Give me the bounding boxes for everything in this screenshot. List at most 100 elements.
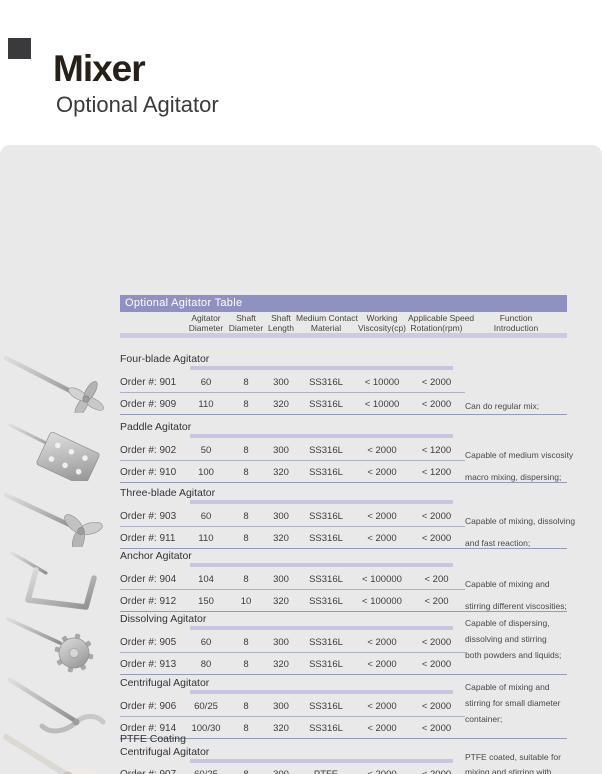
agitator-diameter: 60/25 [194, 700, 218, 712]
group-title: Three-blade Agitator [120, 487, 216, 499]
group-title: Centrifugal Agitator [120, 677, 210, 689]
working-viscosity: < 100000 [362, 573, 402, 585]
shaft-diameter: 8 [243, 700, 249, 712]
table-row: Order #: 902 50 8 300 SS316L < 2000 < 1200 [120, 439, 567, 461]
shaft-diameter: 8 [243, 722, 249, 734]
shaft-diameter: 8 [243, 444, 249, 456]
column-headers: Agitator Diameter Shaft Diameter Shaft Length… [120, 313, 567, 333]
column-header: Medium Contact Material [296, 313, 358, 333]
speed-rotation: < 2000 [421, 532, 452, 544]
shaft-diameter: 8 [243, 532, 249, 544]
shaft-length: 320 [273, 595, 289, 607]
working-viscosity: < 100000 [362, 595, 402, 607]
group-title: PTFE Coating Centrifugal Agitator [120, 733, 210, 758]
table-row: Order #: 914 100/30 8 320 SS316L < 2000 < 2000 [120, 717, 567, 739]
agitator-diameter: 100/30 [191, 722, 221, 734]
agitator-diameter: 110 [198, 398, 214, 410]
title-underline-bar [190, 434, 453, 438]
agitator-diameter: 150 [198, 595, 214, 607]
row-divider [120, 738, 567, 739]
speed-rotation: < 200 [424, 573, 449, 585]
title-underline-bar [190, 690, 453, 694]
agitator-group: Three-blade Agitator Order #: 903 60 8 300 SS… [3, 487, 575, 553]
medium-contact-material: SS316L [309, 700, 343, 712]
order-number: Order #: 913 [120, 658, 177, 670]
shaft-diameter: 8 [243, 466, 249, 478]
shaft-length: 320 [273, 466, 289, 478]
shaft-length: 300 [273, 636, 289, 648]
speed-rotation: < 2000 [421, 722, 452, 734]
speed-rotation: < 200 [424, 595, 449, 607]
agitator-group: Dissolving Agitator Order #: 905 60 8 300 SS3… [6, 613, 567, 675]
group-title: Anchor Agitator [120, 550, 192, 562]
agitator-diameter: 60 [200, 376, 212, 388]
agitator-group: Anchor Agitator Order #: 904 104 8 300 SS316L… [10, 550, 567, 612]
order-number: Order #: 906 [120, 700, 177, 712]
row-divider [120, 674, 567, 675]
table-row: Order #: 901 60 8 300 SS316L < 10000 < 2000 [120, 371, 567, 393]
ptfe-centrifugal-agitator-photo [2, 733, 114, 774]
table-row: Order #: 903 60 8 300 SS316L < 2000 < 2000 [120, 505, 567, 527]
agitator-diameter: 100 [198, 466, 214, 478]
agitator-diameter: 50 [200, 444, 212, 456]
function-description: Capable of mixing and stirring different … [465, 579, 567, 611]
three-blade-agitator-photo [2, 487, 114, 553]
agitator-diameter: 80 [200, 658, 212, 670]
row-divider [120, 589, 465, 590]
table-row: Order #: 909 110 8 320 SS316L < 10000 < 2000 [120, 393, 567, 415]
shaft-length: 300 [273, 444, 289, 456]
column-header: Function Introduction [493, 313, 539, 333]
content-panel: Optional Agitator Table Agitator Diameter… [0, 145, 602, 774]
shaft-diameter: 8 [243, 658, 249, 670]
agitator-diameter: 60 [200, 510, 212, 522]
medium-contact-material: SS316L [309, 510, 343, 522]
shaft-length: 300 [273, 700, 289, 712]
working-viscosity: < 2000 [367, 722, 397, 734]
row-divider [120, 652, 465, 653]
shaft-length: 300 [273, 510, 289, 522]
speed-rotation: < 1200 [421, 466, 452, 478]
agitator-diameter: 60/25 [194, 768, 218, 774]
order-number: Order #: 910 [120, 466, 177, 478]
table-row: Order #: 904 104 8 300 SS316L < 100000 < 200 [120, 568, 567, 590]
working-viscosity: < 2000 [367, 658, 397, 670]
row-divider [120, 716, 465, 717]
agitator-group: Paddle Agitator Order #: 902 50 8 300 SS316L <… [8, 421, 573, 487]
agitator-diameter: 104 [198, 573, 214, 585]
shaft-length: 300 [273, 376, 289, 388]
function-description: Capable of dispersing, dissolving and sti… [465, 618, 562, 660]
order-number: Order #: 909 [120, 398, 177, 410]
order-number: Order #: 907 [120, 768, 177, 774]
order-number: Order #: 902 [120, 444, 177, 456]
table-row: Order #: 910 100 8 320 SS316L < 2000 < 1200 [120, 461, 567, 483]
function-description: Can do regular mix; [465, 401, 540, 411]
working-viscosity: < 2000 [367, 532, 397, 544]
table-row: Order #: 911 110 8 320 SS316L < 2000 < 2000 [120, 527, 567, 549]
shaft-diameter: 10 [240, 595, 252, 607]
table-row: Order #: 913 80 8 320 SS316L < 2000 < 2000 [120, 653, 567, 675]
row-divider [120, 392, 465, 393]
speed-rotation: < 2000 [421, 376, 452, 388]
medium-contact-material: SS316L [309, 466, 343, 478]
order-number: Order #: 914 [120, 722, 177, 734]
shaft-length: 320 [273, 722, 289, 734]
working-viscosity: < 2000 [367, 700, 397, 712]
row-divider [120, 611, 567, 612]
speed-rotation: < 2000 [421, 636, 452, 648]
agitator-group: Four-blade Agitator Order #: 901 60 8 300 SS3… [3, 353, 567, 417]
agitator-diameter: 110 [198, 532, 214, 544]
table-row: Order #: 912 150 10 320 SS316L < 100000 < 200 [120, 590, 567, 612]
speed-rotation: < 2000 [421, 398, 452, 410]
working-viscosity: < 10000 [364, 376, 400, 388]
order-number: Order #: 911 [120, 532, 176, 544]
table-row: Order #: 906 60/25 8 300 SS316L < 2000 < 2000 [120, 695, 567, 717]
table-banner: Optional Agitator Table [120, 295, 567, 312]
group-title: Four-blade Agitator [120, 353, 210, 365]
shaft-diameter: 8 [243, 768, 249, 774]
medium-contact-material: SS316L [309, 376, 343, 388]
row-divider [120, 414, 567, 415]
column-header: Applicable Speed Rotation(rpm) [408, 313, 475, 333]
working-viscosity: < 2000 [367, 636, 397, 648]
function-description: Capable of mixing, dissolving and fast re… [465, 516, 576, 548]
